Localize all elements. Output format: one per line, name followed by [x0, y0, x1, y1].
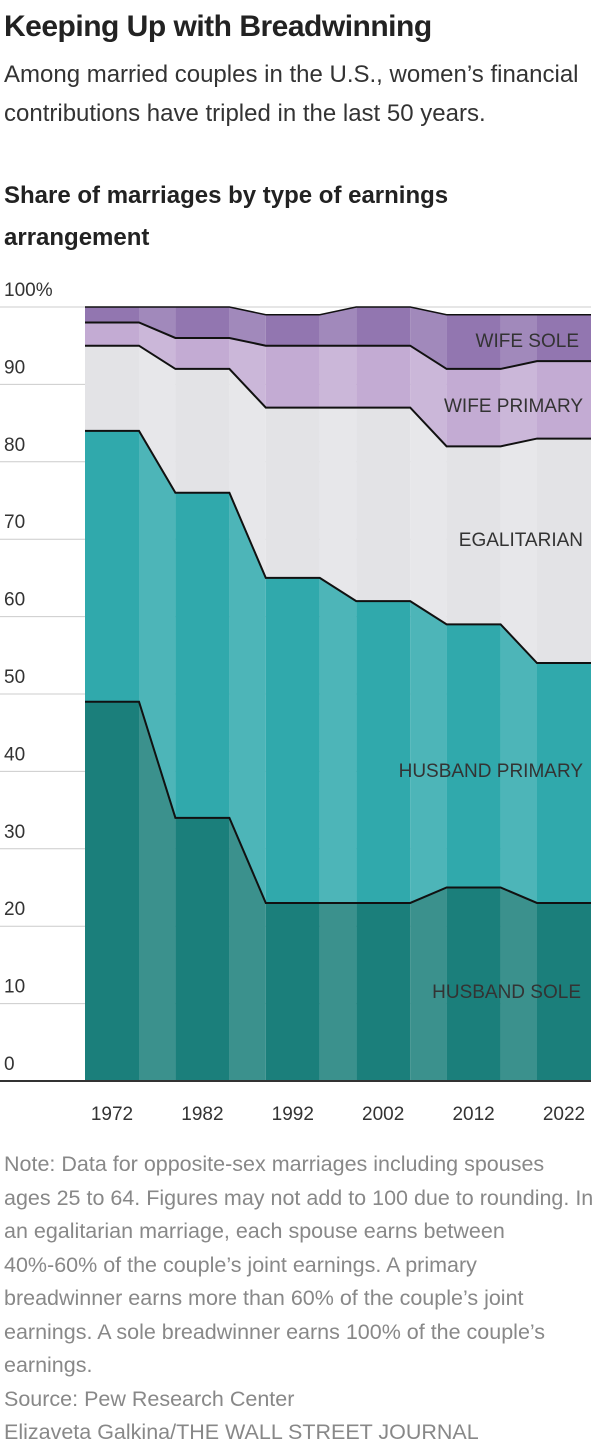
area-segment	[446, 446, 501, 625]
transition-band	[139, 430, 176, 818]
chart: 0 10 20 30 40 50 60 70 80 90 100% HUSBAND SOLE HUSBA…	[0, 280, 591, 1125]
transition-band	[319, 407, 357, 602]
y-tick-label: 40	[4, 744, 25, 765]
area-segment	[446, 314, 501, 369]
area-segment	[175, 817, 230, 1081]
series-label: HUSBAND PRIMARY	[399, 761, 584, 782]
transition-band	[410, 407, 447, 625]
transition-band	[410, 887, 447, 1081]
subtitle: Among married couples in the U.S., women…	[4, 61, 579, 127]
transition-band	[229, 337, 266, 408]
transition-band	[410, 345, 447, 447]
footnotes: Note: Data for opposite-sex marriages in…	[4, 1148, 596, 1450]
y-tick-label: 70	[4, 512, 25, 533]
transition-band	[410, 307, 447, 369]
area-segment	[265, 345, 320, 408]
y-tick-label: 100%	[4, 280, 53, 301]
source: Source: Pew Research Center	[4, 1386, 295, 1411]
y-tick-label: 20	[4, 899, 25, 920]
transition-band	[410, 601, 447, 903]
x-tick-label: 2022	[543, 1104, 585, 1125]
area-segment	[356, 601, 411, 903]
area-segment	[85, 701, 139, 1081]
area-segment	[356, 407, 411, 602]
transition-band	[500, 624, 537, 903]
transition-band	[229, 492, 266, 903]
x-tick-label: 2012	[452, 1104, 494, 1125]
x-tick-label: 1982	[181, 1104, 223, 1125]
area-segment	[85, 430, 139, 702]
area-segment	[356, 345, 411, 408]
area-segment	[537, 314, 591, 362]
transition-band	[319, 345, 357, 408]
boundary-line	[85, 321, 591, 370]
boundary-line	[85, 700, 591, 904]
transition-band	[229, 368, 266, 578]
area-segment	[265, 902, 320, 1081]
area-segment	[356, 902, 411, 1081]
transition-band	[319, 577, 357, 903]
y-tick-label: 60	[4, 590, 25, 611]
title: Keeping Up with Breadwinning	[4, 10, 432, 43]
area-segment	[85, 307, 139, 323]
x-tick-label: 1972	[91, 1104, 133, 1125]
x-tick-label: 2002	[362, 1104, 404, 1125]
boundary-line	[85, 429, 591, 665]
transition-band	[500, 887, 537, 1081]
area-segment	[537, 663, 591, 903]
area-segment	[537, 361, 591, 439]
transition-band	[139, 307, 176, 338]
transition-band	[500, 361, 537, 447]
credit: Elizaveta Galkina/THE WALL STREET JOURNA…	[4, 1420, 479, 1444]
area-segment	[175, 492, 230, 818]
area-segment	[85, 345, 139, 431]
x-tick-label: 1992	[272, 1104, 314, 1125]
area-segment	[265, 407, 320, 578]
area-segment	[537, 438, 591, 664]
note: Note: Data for opposite-sex marriages in…	[4, 1152, 594, 1377]
area-segment	[265, 314, 320, 346]
area-segment	[265, 577, 320, 903]
area-segment	[537, 902, 591, 1081]
y-tick-label: 10	[4, 977, 25, 998]
y-tick-label: 30	[4, 822, 25, 843]
transition-band	[139, 345, 176, 493]
area-segment	[175, 337, 230, 369]
transition-band	[500, 438, 537, 664]
area-segment	[85, 322, 139, 346]
boundary-line	[85, 306, 591, 316]
series-label: WIFE PRIMARY	[444, 396, 583, 417]
area-segment	[356, 307, 411, 346]
y-tick-label: 0	[4, 1054, 15, 1075]
area-segment	[446, 624, 501, 888]
transition-band	[500, 314, 537, 369]
chart-title: Share of marriages by type of earnings a…	[4, 182, 449, 251]
y-tick-label: 50	[4, 667, 25, 688]
area-segment	[175, 368, 230, 493]
transition-band	[319, 902, 357, 1081]
boundary-line	[85, 344, 591, 448]
area-segment	[446, 368, 501, 447]
series-label: EGALITARIAN	[459, 530, 583, 551]
y-tick-label: 80	[4, 435, 25, 456]
y-tick-label: 90	[4, 357, 25, 378]
area-segment	[446, 887, 501, 1081]
series-label: HUSBAND SOLE	[432, 982, 581, 1003]
transition-band	[229, 307, 266, 346]
transition-band	[139, 701, 176, 1081]
transition-band	[319, 307, 357, 346]
area-segment	[175, 307, 230, 338]
series-label: WIFE SOLE	[476, 331, 579, 352]
